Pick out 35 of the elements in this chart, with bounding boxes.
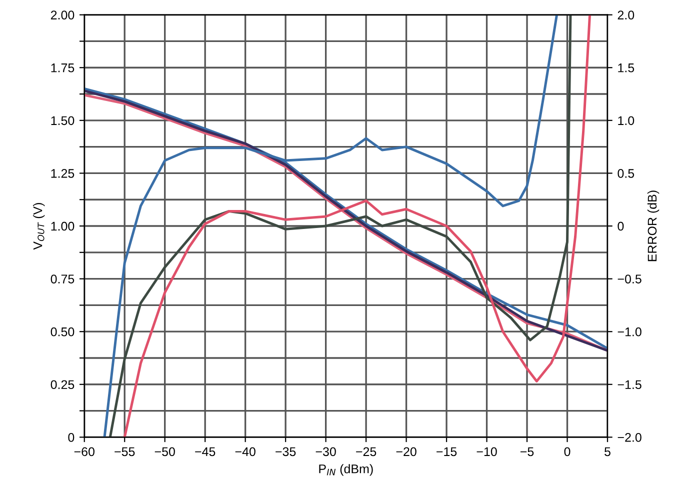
x-tick-label: −35 (276, 447, 296, 456)
y2-tick-label: −2.0 (618, 432, 642, 442)
x-tick-label: 0 (564, 447, 570, 456)
y2-tick-label: −0.5 (618, 274, 642, 284)
y2-tick-label: 0 (618, 222, 624, 231)
y-tick-label: 2.00 (50, 10, 74, 20)
y-tick-label: 0.75 (50, 274, 74, 284)
y2-tick-label: 0.5 (618, 169, 634, 178)
y-tick-label: 1.25 (51, 169, 74, 178)
x-tick-label: 5 (604, 447, 610, 456)
y2-axis-title: ERROR (dB) (647, 190, 660, 262)
x-tick-label: −5 (520, 447, 534, 456)
y-tick-label: 1.50 (51, 116, 74, 126)
x-tick-label: −40 (235, 447, 256, 456)
y2-tick-label: −1.0 (618, 327, 642, 336)
y-tick-label: 1.00 (51, 222, 74, 231)
y-tick-label: 0 (68, 432, 74, 442)
y2-tick-label: 2.0 (618, 10, 634, 20)
x-tick-label: −15 (436, 447, 457, 456)
y2-tick-label: −1.5 (618, 380, 642, 390)
x-tick-label: −10 (476, 447, 497, 456)
y2-tick-label: 1.0 (618, 116, 634, 126)
y-tick-label: 0.50 (50, 327, 74, 336)
x-axis-title: P$_{IN}$ (dBm) (319, 464, 373, 476)
x-tick-label: −25 (356, 447, 376, 456)
y-axis-title: V$_{OUT}$ (V) (33, 203, 45, 250)
y-tick-label: 1.75 (51, 64, 74, 72)
x-tick-label: −20 (396, 447, 416, 456)
x-tick-label: −30 (316, 447, 336, 456)
x-tick-label: −50 (154, 447, 175, 456)
x-tick-label: −45 (195, 447, 216, 456)
x-tick-label: −60 (74, 447, 94, 456)
x-tick-label: −55 (114, 447, 135, 456)
y-tick-label: 0.25 (50, 380, 74, 390)
y2-tick-label: 1.5 (618, 64, 634, 72)
